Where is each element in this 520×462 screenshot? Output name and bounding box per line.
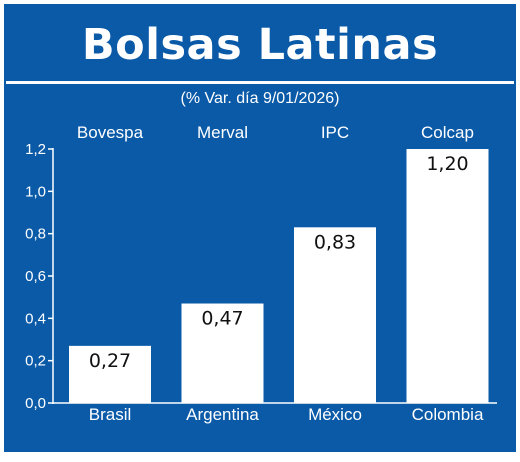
x-category-label: Argentina xyxy=(186,405,259,424)
y-tick-label: 0,6 xyxy=(25,268,46,285)
chart-title: Bolsas Latinas xyxy=(81,20,439,70)
bars-group: 0,27 Bovespa Brasil 0,47 Merval Argentina 0,83… xyxy=(69,123,489,424)
x-category-label: México xyxy=(308,405,362,424)
y-tick-label: 1,2 xyxy=(25,141,46,158)
bar-value-label: 0,27 xyxy=(89,350,131,372)
title-divider xyxy=(6,81,514,84)
bar-value-label: 0,83 xyxy=(314,231,356,253)
index-name-label: Merval xyxy=(197,123,248,142)
y-tick-label: 1,0 xyxy=(25,183,46,200)
index-name-label: Bovespa xyxy=(77,123,144,142)
bar-value-label: 1,20 xyxy=(426,153,468,175)
x-category-label: Brasil xyxy=(89,405,132,424)
chart-subtitle: (% Var. día 9/01/2026) xyxy=(180,90,340,107)
bar xyxy=(406,149,489,403)
y-tick-label: 0,8 xyxy=(25,226,46,243)
index-name-label: IPC xyxy=(321,123,349,142)
y-tick-label: 0,2 xyxy=(25,353,46,370)
bar xyxy=(69,345,151,403)
bar-value-label: 0,47 xyxy=(201,308,243,330)
bar xyxy=(294,227,376,403)
y-tick-label: 0,4 xyxy=(25,310,46,327)
y-tick-label: 0,0 xyxy=(25,395,46,412)
index-name-label: Colcap xyxy=(421,123,474,142)
x-category-label: Colombia xyxy=(412,405,484,424)
bar xyxy=(181,303,264,403)
